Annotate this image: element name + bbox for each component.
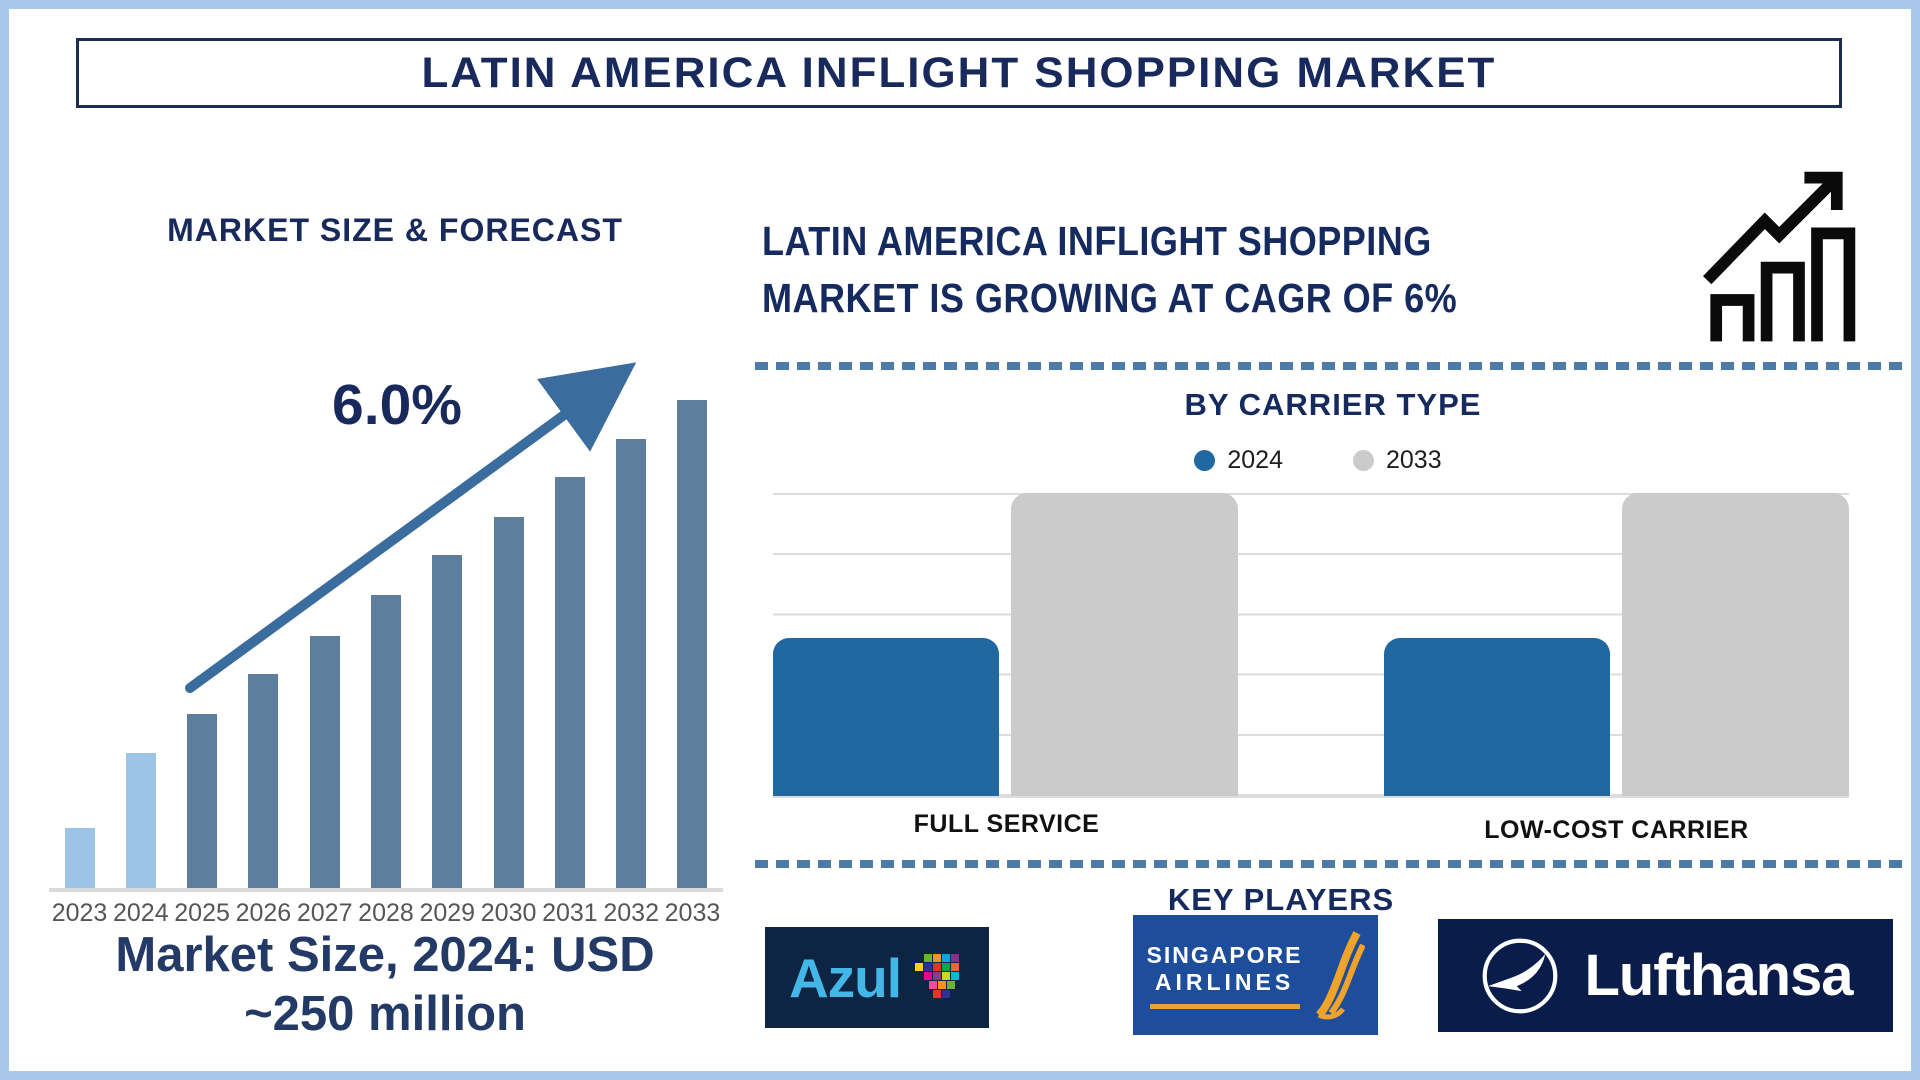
singapore-airlines-line1: SINGAPORE (1146, 941, 1303, 968)
category-label-low-cost: LOW-COST CARRIER (1484, 816, 1749, 844)
bar-column-2031 (539, 400, 600, 888)
azul-logo-text: Azul (788, 946, 902, 1009)
year-label-2029: 2029 (419, 899, 476, 927)
legend-dot-2033 (1353, 450, 1374, 471)
bar-column-2025 (172, 400, 233, 888)
year-label-2028: 2028 (358, 899, 414, 927)
legend-item-2033: 2033 (1353, 446, 1442, 475)
year-label-2024: 2024 (112, 899, 169, 927)
market-size-footnote-line1: Market Size, 2024: USD (115, 928, 655, 982)
brazil-map-icon (915, 953, 960, 998)
forecast-bar-2027 (309, 635, 340, 888)
bar-column-2032 (601, 400, 662, 888)
growth-headline: LATIN AMERICA INFLIGHT SHOPPING MARKET I… (762, 213, 1457, 327)
market-size-footnote: Market Size, 2024: USD ~250 million (35, 926, 735, 1044)
legend-dot-2024 (1194, 450, 1216, 471)
forecast-bar-2026 (248, 674, 279, 888)
legend-label-2024: 2024 (1227, 446, 1283, 474)
forecast-bar-2029 (432, 555, 463, 888)
carrier-bar-2024-full-service (773, 638, 999, 796)
carrier-bar-2033-full-service (1011, 493, 1238, 796)
legend-item-2024: 2024 (1194, 446, 1283, 475)
singapore-airlines-rule (1149, 1003, 1300, 1009)
carrier-chart (773, 493, 1849, 798)
legend-label-2033: 2033 (1386, 446, 1442, 474)
lufthansa-crane-icon (1483, 938, 1558, 1013)
bar-column-2023 (49, 400, 110, 888)
carrier-bar-2033-low-cost-carrier (1622, 493, 1849, 796)
year-label-2032: 2032 (603, 899, 659, 927)
forecast-bar-2031 (554, 477, 585, 888)
bar-column-2028 (355, 400, 416, 888)
forecast-bar-2025 (187, 714, 218, 888)
sia-bird-icon (1315, 931, 1365, 1020)
dashed-divider-bottom (755, 860, 1907, 868)
forecast-bar-2023 (64, 827, 95, 888)
year-label-2025: 2025 (174, 899, 230, 927)
growth-headline-line2: MARKET IS GROWING AT CAGR OF 6% (762, 275, 1458, 321)
carrier-bar-2024-low-cost-carrier (1384, 638, 1610, 796)
forecast-section-heading: MARKET SIZE & FORECAST (167, 212, 623, 248)
singapore-airlines-text: SINGAPORE AIRLINES (1146, 942, 1302, 1009)
title-box: LATIN AMERICA INFLIGHT SHOPPING MARKET (76, 38, 1842, 108)
dashed-divider-top (755, 362, 1907, 370)
year-label-2027: 2027 (296, 899, 353, 927)
singapore-airlines-logo: SINGAPORE AIRLINES (1133, 915, 1378, 1035)
year-label-2023: 2023 (51, 899, 108, 927)
page-title: LATIN AMERICA INFLIGHT SHOPPING MARKET (421, 48, 1497, 97)
carrier-section-heading: BY CARRIER TYPE (1184, 387, 1482, 422)
year-label-2033: 2033 (664, 899, 721, 927)
bar-column-2027 (294, 400, 355, 888)
bar-column-2033 (662, 400, 723, 888)
year-label-2031: 2031 (542, 899, 598, 927)
key-players-heading: KEY PLAYERS (1167, 882, 1395, 917)
lufthansa-logo-text: Lufthansa (1584, 943, 1853, 1008)
forecast-bar-2024 (125, 752, 156, 888)
cagr-value-label: 6.0% (332, 373, 462, 437)
bar-column-2026 (233, 400, 294, 888)
forecast-bar-2032 (616, 439, 647, 888)
growth-chart-icon (1703, 171, 1856, 342)
bar-column-2029 (417, 400, 478, 888)
bar-column-2030 (478, 400, 539, 888)
market-forecast-chart (49, 400, 723, 892)
carrier-legend: 2024 2033 (773, 446, 1863, 475)
market-size-footnote-line2: ~250 million (244, 987, 526, 1041)
singapore-airlines-line2: AIRLINES (1154, 968, 1295, 995)
market-forecast-years: 2023 2024 2025 2026 2027 2028 2029 2030 2031 2032… (49, 899, 723, 928)
year-label-2030: 2030 (480, 899, 537, 927)
lufthansa-logo: Lufthansa (1438, 919, 1893, 1032)
azul-logo: Azul (765, 927, 989, 1028)
trend-arrow-icon (185, 362, 637, 693)
forecast-bar-2033 (677, 400, 708, 888)
year-label-2026: 2026 (235, 899, 292, 927)
forecast-bar-2030 (493, 517, 524, 888)
category-label-full-service: FULL SERVICE (913, 810, 1100, 838)
bar-column-2024 (110, 400, 171, 888)
forecast-bar-2028 (370, 595, 401, 888)
growth-headline-line1: LATIN AMERICA INFLIGHT SHOPPING (762, 218, 1432, 264)
